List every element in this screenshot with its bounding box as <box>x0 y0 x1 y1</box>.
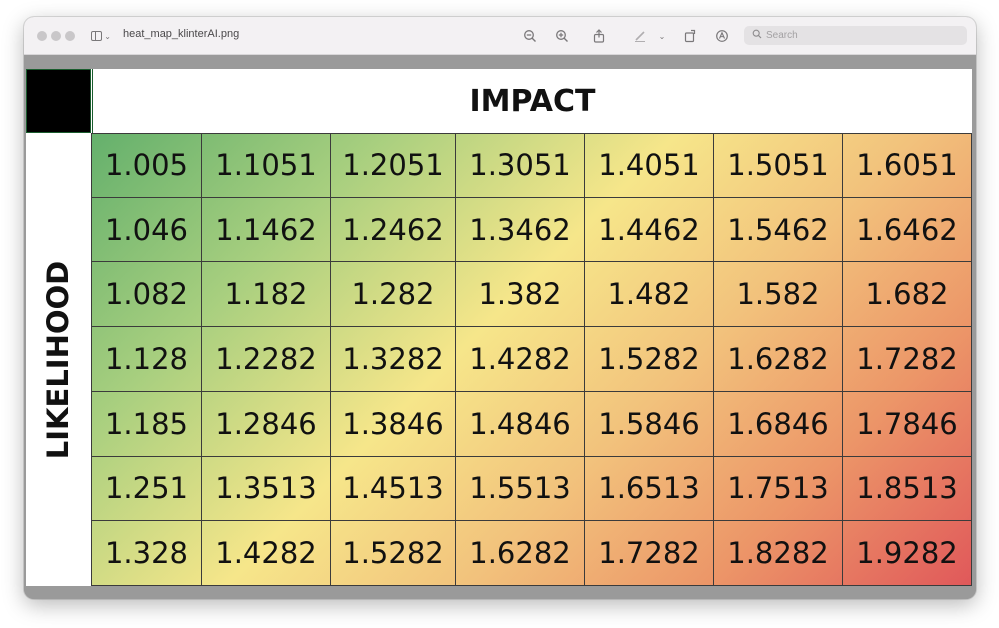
heat-map-cell: 1.7513 <box>714 456 843 522</box>
heat-map-cell: 1.8282 <box>714 521 843 586</box>
chevron-down-icon[interactable]: ⌄ <box>658 31 666 41</box>
heat-map-cell: 1.6513 <box>585 456 714 522</box>
heat-map-cell: 1.3282 <box>331 327 456 392</box>
minimize-window-button[interactable] <box>51 31 61 41</box>
heat-map-cell: 1.8513 <box>843 456 972 522</box>
zoom-window-button[interactable] <box>65 31 75 41</box>
heat-map-cell: 1.7282 <box>585 521 714 586</box>
heat-map-cell: 1.1462 <box>202 197 331 263</box>
heat-map-cell: 1.4051 <box>585 133 714 198</box>
heat-map-cell: 1.6282 <box>456 521 585 586</box>
heat-map-cell: 1.2846 <box>202 391 331 457</box>
heat-map-cell: 1.282 <box>331 262 456 328</box>
share-icon[interactable] <box>589 26 609 46</box>
heat-map-cell: 1.2282 <box>202 327 331 392</box>
corner-cell <box>26 69 91 133</box>
markup-icon[interactable] <box>630 26 650 46</box>
heat-map-cell: 1.185 <box>91 391 202 457</box>
rotate-icon[interactable] <box>680 26 700 46</box>
heat-map-cell: 1.2051 <box>331 133 456 198</box>
heat-map-image: IMPACT LIKELIHOOD 1.005 1.1051 1.2051 1.305… <box>26 69 972 586</box>
likelihood-axis: LIKELIHOOD <box>26 133 91 586</box>
image-canvas: IMPACT LIKELIHOOD 1.005 1.1051 1.2051 1.305… <box>24 55 976 599</box>
heat-map-cell: 1.4846 <box>456 391 585 457</box>
heat-map-cell: 1.005 <box>91 133 202 198</box>
impact-header: IMPACT <box>92 69 972 133</box>
search-field[interactable] <box>744 26 967 45</box>
window-title: heat_map_klinterAI.png <box>123 28 240 40</box>
sidebar-toggle-button[interactable]: ⌄ <box>91 29 111 43</box>
zoom-in-icon[interactable] <box>552 26 572 46</box>
heat-map-cell: 1.4282 <box>202 521 331 586</box>
heat-map-cell: 1.4282 <box>456 327 585 392</box>
likelihood-label: LIKELIHOOD <box>41 260 75 460</box>
heat-map-cell: 1.046 <box>91 197 202 263</box>
search-input[interactable] <box>766 30 956 41</box>
heat-map-cell: 1.382 <box>456 262 585 328</box>
search-icon <box>752 29 762 42</box>
heat-map-cell: 1.7846 <box>843 391 972 457</box>
sidebar-icon <box>91 31 103 41</box>
heat-map-cell: 1.482 <box>585 262 714 328</box>
heat-map-cell: 1.5846 <box>585 391 714 457</box>
heat-map-cell: 1.328 <box>91 521 202 586</box>
heat-map-cell: 1.3513 <box>202 456 331 522</box>
heat-map-cell: 1.7282 <box>843 327 972 392</box>
heat-map-cell: 1.5462 <box>714 197 843 263</box>
heat-map-cell: 1.9282 <box>843 521 972 586</box>
heat-map-cell: 1.2462 <box>331 197 456 263</box>
heat-map-cell: 1.3846 <box>331 391 456 457</box>
title-bar: ⌄ heat_map_klinterAI.png ⌄ <box>24 17 976 55</box>
heat-map-cell: 1.6282 <box>714 327 843 392</box>
annotate-icon[interactable] <box>712 26 732 46</box>
heat-map-cell: 1.682 <box>843 262 972 328</box>
zoom-out-icon[interactable] <box>520 26 540 46</box>
heat-map-cell: 1.6846 <box>714 391 843 457</box>
close-window-button[interactable] <box>37 31 47 41</box>
heat-map-cell: 1.582 <box>714 262 843 328</box>
preview-window: ⌄ heat_map_klinterAI.png ⌄ <box>24 17 976 599</box>
heat-map-cell: 1.3462 <box>456 197 585 263</box>
heat-map-cell: 1.251 <box>91 456 202 522</box>
heat-map-cell: 1.5282 <box>585 327 714 392</box>
chevron-down-icon: ⌄ <box>104 31 111 41</box>
heat-map-cell: 1.182 <box>202 262 331 328</box>
heat-map-grid: 1.005 1.1051 1.2051 1.3051 1.4051 1.5051 1.605… <box>91 133 972 586</box>
heat-map-cell: 1.5513 <box>456 456 585 522</box>
heat-map-cell: 1.5282 <box>331 521 456 586</box>
heat-map-cell: 1.082 <box>91 262 202 328</box>
heat-map-cell: 1.3051 <box>456 133 585 198</box>
heat-map-cell: 1.6051 <box>843 133 972 198</box>
heat-map-cell: 1.4513 <box>331 456 456 522</box>
heat-map-cell: 1.5051 <box>714 133 843 198</box>
heat-map-cell: 1.4462 <box>585 197 714 263</box>
heat-map-cell: 1.1051 <box>202 133 331 198</box>
heat-map-cell: 1.6462 <box>843 197 972 263</box>
heat-map-cell: 1.128 <box>91 327 202 392</box>
